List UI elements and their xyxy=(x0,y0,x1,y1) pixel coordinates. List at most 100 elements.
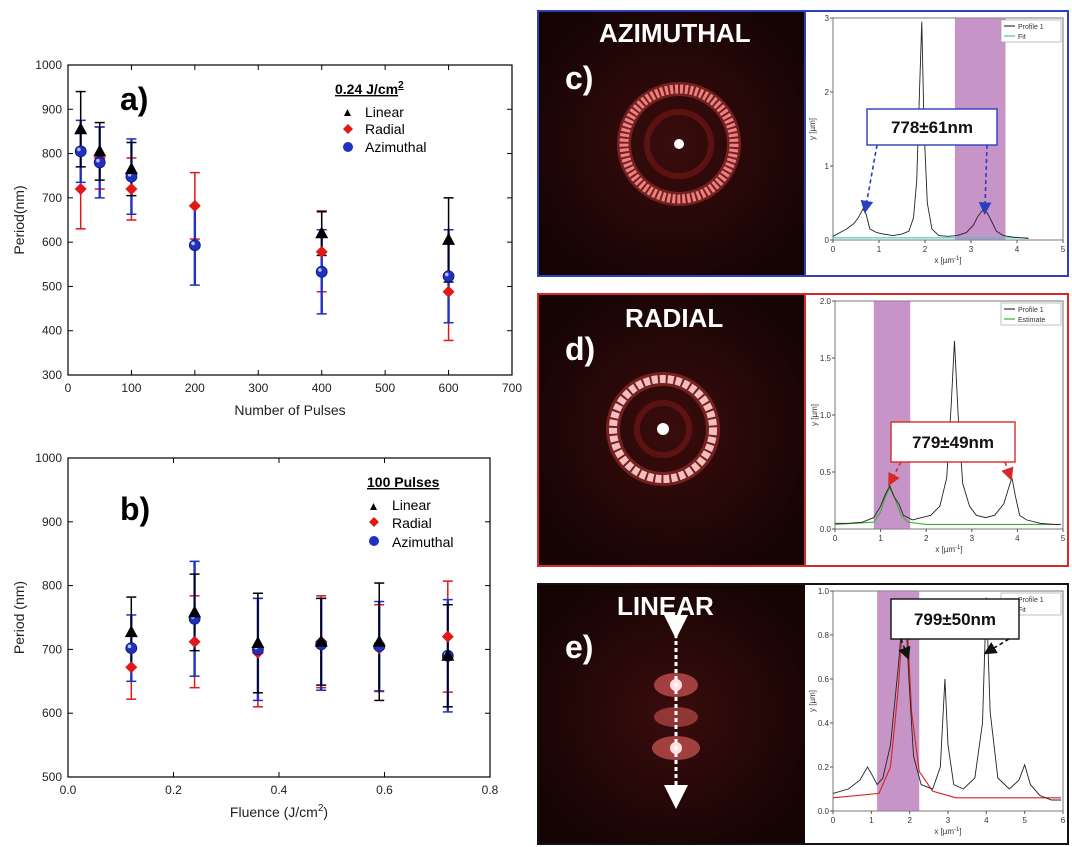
marker-azimuthal-a-highlight xyxy=(318,268,322,272)
y-tick-label-a: 400 xyxy=(42,324,62,338)
fft-ring-d xyxy=(609,375,717,483)
x-axis-label-e: x [µm-1] xyxy=(934,827,961,836)
x-tick-label-d: 4 xyxy=(1015,534,1020,543)
fft-center-d xyxy=(657,423,669,435)
profile-line-e xyxy=(832,597,1062,801)
legend-label-radial-b: Radial xyxy=(392,515,432,531)
callout-text-c: 778±61nm xyxy=(891,118,973,137)
marker-azimuthal-a xyxy=(93,156,106,169)
y-tick-label-d: 2.0 xyxy=(820,297,832,306)
panel-letter-a: a) xyxy=(120,81,148,117)
marker-linear-a xyxy=(315,226,329,239)
y-tick-label-e: 0.2 xyxy=(818,763,830,772)
x-tick-label-b: 0.2 xyxy=(165,783,182,797)
y-tick-label-c: 3 xyxy=(825,14,830,23)
x-tick-label-e: 5 xyxy=(1022,816,1027,825)
y-tick-label-a: 900 xyxy=(42,102,62,116)
x-tick-label-a: 300 xyxy=(248,381,268,395)
callout-text-d: 779±49nm xyxy=(912,433,994,452)
legend-label-e: Profile 1 xyxy=(1018,597,1044,604)
fft-pattern-e xyxy=(539,585,805,843)
y-tick-label-b: 700 xyxy=(42,642,62,656)
x-tick-label-a: 0 xyxy=(65,381,72,395)
y-tick-label-d: 0.0 xyxy=(820,525,832,534)
chart-b: b) 100 Pulses Linear Radial Azimuthal 0.… xyxy=(11,451,499,820)
legend-label-c: Profile 1 xyxy=(1018,24,1044,31)
marker-linear-a xyxy=(74,122,88,135)
legend-label-radial-a: Radial xyxy=(365,121,405,137)
legend-label-linear-b: Linear xyxy=(392,497,431,513)
marker-linear-a xyxy=(442,232,456,245)
chart-a: a) 0.24 J/cm2 Linear Radial Azimuthal 0 1… xyxy=(11,58,522,418)
legend-marker-radial-b xyxy=(369,517,379,527)
y-tick-label-a: 300 xyxy=(42,368,62,382)
legend-label-d: Estimate xyxy=(1018,317,1045,324)
callout-arrow-d xyxy=(1001,461,1014,481)
x-tick-label-a: 400 xyxy=(312,381,332,395)
y-tick-label-c: 1 xyxy=(825,162,830,171)
y-tick-label-e: 0.4 xyxy=(818,719,830,728)
legend-marker-linear-a xyxy=(344,109,351,116)
marker-azimuthal-a-highlight xyxy=(444,272,449,277)
x-tick-label-c: 1 xyxy=(877,245,882,254)
marker-linear-b xyxy=(251,636,265,649)
y-tick-label-d: 1.5 xyxy=(820,354,832,363)
legend-marker-radial-a xyxy=(343,124,353,134)
marker-linear-b xyxy=(441,648,455,661)
profile-line-d xyxy=(835,340,1061,525)
y-tick-label-a: 800 xyxy=(42,147,62,161)
legend-marker-linear-b xyxy=(370,503,377,510)
x-tick-label-c: 3 xyxy=(969,245,974,254)
plot-frame-a xyxy=(67,64,513,376)
marker-radial-b xyxy=(441,630,454,643)
y-tick-label-b: 600 xyxy=(42,706,62,720)
callout-arrow-e xyxy=(983,638,1010,655)
panel-c-frame: AZIMUTHAL c) 0 1 2 3 4 5 0 1 2 3 x [µm-1] y [µm] Pro… xyxy=(537,10,1069,277)
panel-letter-b: b) xyxy=(120,491,150,527)
x-tick-label-e: 3 xyxy=(946,816,951,825)
y-tick-label-a: 1000 xyxy=(35,58,62,72)
y-axis-label-b: Period (nm) xyxy=(11,581,27,654)
fft-center-c xyxy=(674,139,684,149)
x-tick-label-b: 0.8 xyxy=(482,783,499,797)
mode-title-d: RADIAL xyxy=(625,303,724,333)
marker-linear-b xyxy=(314,634,328,647)
x-tick-label-a: 200 xyxy=(185,381,205,395)
panel-d-frame: RADIAL d) 0 1 2 3 4 5 0.0 0.5 1.0 1.5 2.0 x [µm-1] y… xyxy=(537,293,1069,567)
panel-letter-d: d) xyxy=(565,331,596,367)
x-axis-label-c: x [µm-1] xyxy=(934,256,961,265)
marker-azimuthal-a xyxy=(442,270,455,283)
marker-radial-a xyxy=(188,199,201,212)
marker-azimuthal-a-highlight xyxy=(96,158,100,163)
marker-linear-b xyxy=(124,625,138,638)
y-tick-label-e: 0.6 xyxy=(818,675,830,684)
x-tick-label-e: 1 xyxy=(869,816,874,825)
x-tick-label-d: 3 xyxy=(970,534,975,543)
fft-pattern-c xyxy=(539,12,805,275)
y-tick-label-b: 900 xyxy=(42,515,62,529)
legend-b: 100 Pulses Linear Radial Azimuthal xyxy=(367,474,453,550)
x-tick-label-b: 0.6 xyxy=(376,783,393,797)
panel-letter-e: e) xyxy=(565,629,594,665)
x-tick-label-c: 0 xyxy=(831,245,836,254)
y-axis-label-e: y [µm] xyxy=(808,690,817,712)
marker-azimuthal-b-highlight xyxy=(127,644,132,649)
callout-text-e: 799±50nm xyxy=(914,610,996,629)
x-tick-label-e: 2 xyxy=(907,816,912,825)
x-tick-label-a: 700 xyxy=(502,381,522,395)
x-tick-label-a: 600 xyxy=(439,381,459,395)
legend-label-d: Profile 1 xyxy=(1018,307,1044,314)
x-tick-label-d: 5 xyxy=(1061,534,1066,543)
profile-chart-e: 0 1 2 3 4 5 6 0.0 0.2 0.4 0.6 0.8 1.0 x [µm-1] y [µm] P… xyxy=(808,587,1066,836)
fft-pattern-d xyxy=(539,295,805,565)
y-tick-label-d: 1.0 xyxy=(820,411,832,420)
y-axis-label-d: y [µm] xyxy=(810,404,819,426)
marker-azimuthal-a-highlight xyxy=(191,241,195,246)
legend-marker-azimuthal-a xyxy=(343,142,353,152)
marker-azimuthal-a xyxy=(315,265,328,278)
fft-image-radial: RADIAL d) xyxy=(539,295,805,565)
marker-linear-b xyxy=(372,634,386,647)
y-tick-label-e: 0.8 xyxy=(818,631,830,640)
marker-radial-a xyxy=(74,183,87,195)
marker-linear-b xyxy=(188,605,202,618)
